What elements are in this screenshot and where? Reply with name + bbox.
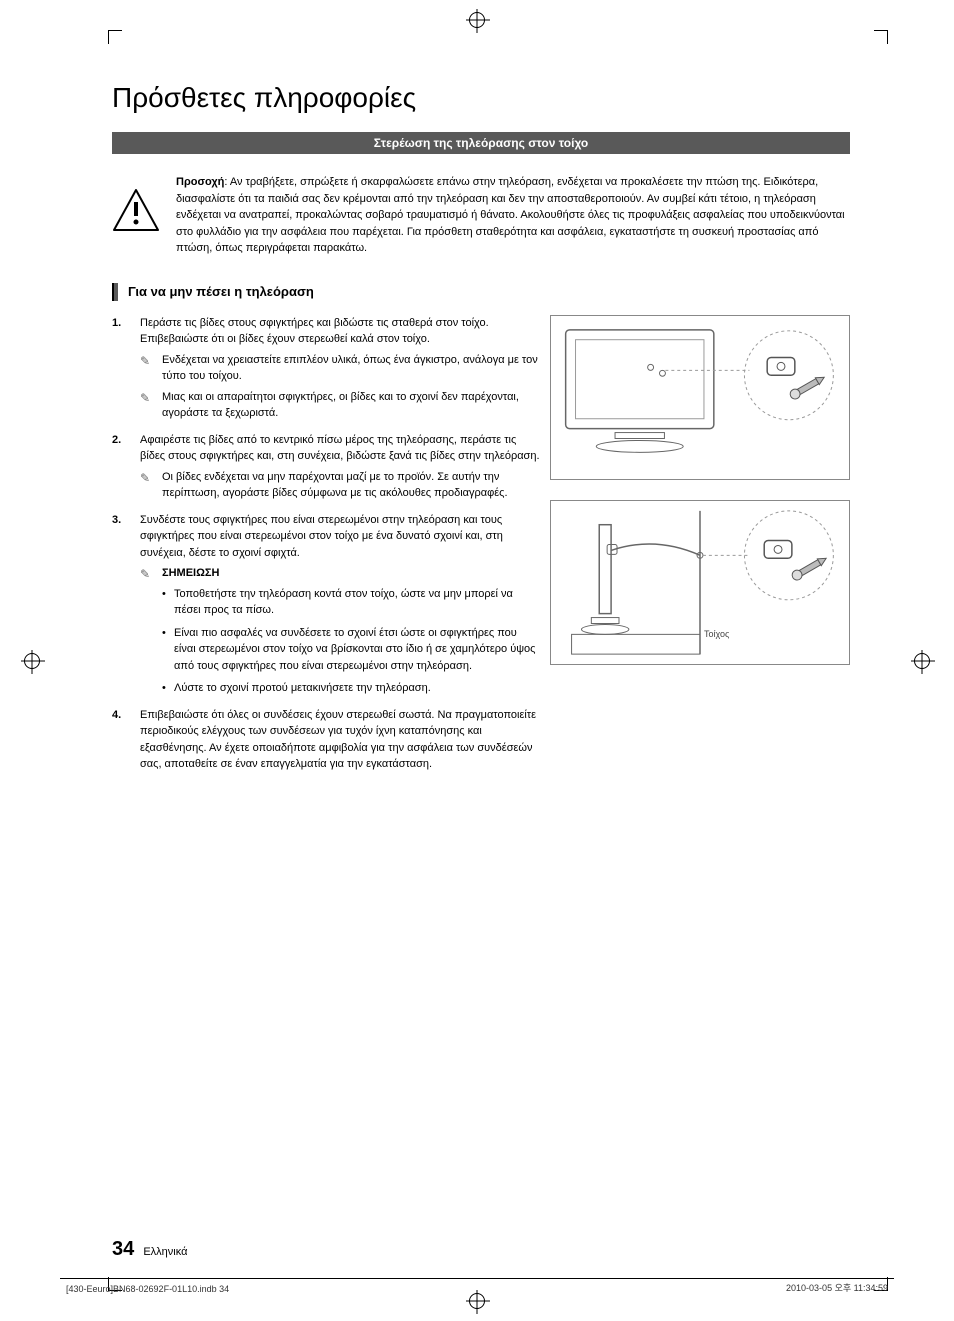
subsection-title: Για να μην πέσει η τηλεόραση (128, 284, 314, 299)
figures-column: Τοίχος (550, 315, 850, 783)
two-column-layout: Περάστε τις βίδες στους σφιγκτήρες και β… (112, 315, 850, 783)
step-1: Περάστε τις βίδες στους σφιγκτήρες και β… (112, 315, 540, 422)
step-1-note-2: Μιας και οι απαραίτητοι σφιγκτήρες, οι β… (140, 389, 540, 422)
warning-body: : Αν τραβήξετε, σπρώξετε ή σκαρφαλώσετε … (176, 176, 845, 254)
footer-timestamp: 2010-03-05 오후 11:34:59 (786, 1281, 888, 1294)
registration-mark-bottom (469, 1293, 485, 1309)
step-3-bullets: Τοποθετήστε την τηλεόραση κοντά στον τοί… (140, 586, 540, 697)
step-3-note-heading: ΣΗΜΕΙΩΣΗ (140, 565, 540, 582)
step-2: Αφαιρέστε τις βίδες από το κεντρικό πίσω… (112, 432, 540, 502)
page-number: 34 Ελληνικά (112, 1238, 187, 1261)
warning-text: Προσοχή: Αν τραβήξετε, σπρώξετε ή σκαρφα… (176, 174, 850, 257)
page-number-value: 34 (112, 1238, 134, 1260)
instructions-column: Περάστε τις βίδες στους σφιγκτήρες και β… (112, 315, 540, 783)
step-1-text: Περάστε τις βίδες στους σφιγκτήρες και β… (140, 317, 489, 346)
step-2-note-1: Οι βίδες ενδέχεται να μην παρέχονται μαζ… (140, 469, 540, 502)
step-3: Συνδέστε τους σφιγκτήρες που είναι στερε… (112, 512, 540, 697)
step-3-bullet-2: Είναι πιο ασφαλές να συνδέσετε το σχοινί… (162, 625, 540, 675)
subsection-flag-icon (112, 283, 118, 301)
subsection-header: Για να μην πέσει η τηλεόραση (112, 283, 850, 301)
step-4-text: Επιβεβαιώστε ότι όλες οι συνδέσεις έχουν… (140, 709, 536, 771)
figure-2: Τοίχος (550, 500, 850, 665)
page-language-label: Ελληνικά (143, 1246, 187, 1258)
step-3-text: Συνδέστε τους σφιγκτήρες που είναι στερε… (140, 514, 503, 559)
warning-icon (112, 186, 160, 234)
page-title: Πρόσθετες πληροφορίες (112, 82, 850, 114)
registration-mark-right (914, 653, 930, 669)
step-3-bullet-3: Λύστε το σχοινί προτού μετακινήσετε την … (162, 680, 540, 697)
figure-1 (550, 315, 850, 480)
section-banner: Στερέωση της τηλεόρασης στον τοίχο (112, 132, 850, 154)
registration-mark-top (469, 12, 485, 28)
page-content: Πρόσθετες πληροφορίες Στερέωση της τηλεό… (112, 82, 850, 783)
warning-label: Προσοχή (176, 176, 224, 188)
step-4: Επιβεβαιώστε ότι όλες οι συνδέσεις έχουν… (112, 707, 540, 773)
footer-filename: [430-Eeuro]BN68-02692F-01L10.indb 34 (66, 1284, 229, 1294)
warning-block: Προσοχή: Αν τραβήξετε, σπρώξετε ή σκαρφα… (112, 174, 850, 257)
crop-mark-top-left (108, 30, 126, 48)
registration-mark-left (24, 653, 40, 669)
step-3-bullet-1: Τοποθετήστε την τηλεόραση κοντά στον τοί… (162, 586, 540, 619)
steps-list: Περάστε τις βίδες στους σφιγκτήρες και β… (112, 315, 540, 773)
step-1-note-1: Ενδέχεται να χρειαστείτε επιπλέον υλικά,… (140, 352, 540, 385)
note-heading-label: ΣΗΜΕΙΩΣΗ (162, 567, 219, 579)
figure-2-wall-label: Τοίχος (704, 629, 729, 639)
step-2-text: Αφαιρέστε τις βίδες από το κεντρικό πίσω… (140, 434, 540, 463)
crop-mark-top-right (870, 30, 888, 48)
footer-divider (60, 1278, 894, 1279)
